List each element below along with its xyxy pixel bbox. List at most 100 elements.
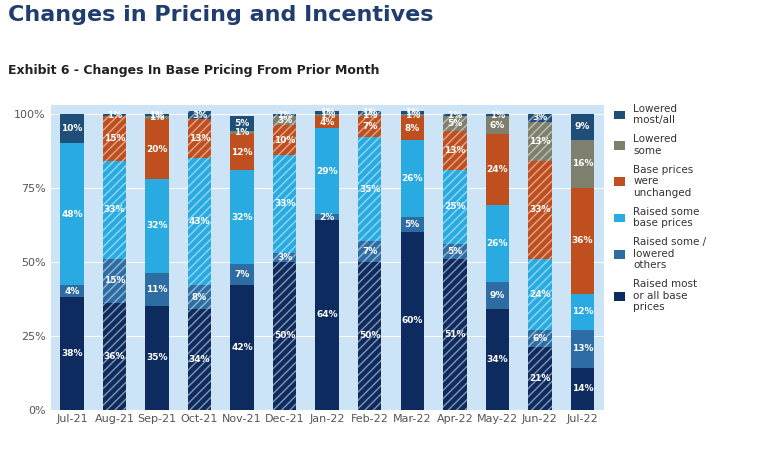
Text: 6%: 6% [532, 334, 548, 343]
Bar [400, 232, 424, 410]
Text: 33%: 33% [104, 205, 125, 214]
Text: 26%: 26% [487, 239, 508, 248]
Text: 42%: 42% [231, 343, 253, 352]
Bar [571, 329, 594, 368]
Text: 1%: 1% [150, 113, 164, 122]
Text: 24%: 24% [487, 165, 508, 174]
Text: 15%: 15% [104, 134, 125, 143]
Bar [443, 258, 467, 410]
Text: 3%: 3% [277, 116, 292, 126]
Text: 13%: 13% [572, 344, 593, 354]
Text: 60%: 60% [402, 316, 423, 325]
Bar [146, 306, 169, 410]
Bar [528, 258, 552, 329]
Text: 3%: 3% [192, 111, 207, 120]
Bar [485, 116, 509, 134]
Bar [528, 161, 552, 258]
Bar [188, 285, 211, 309]
Bar [103, 116, 126, 161]
Bar [528, 122, 552, 161]
Bar [188, 120, 211, 158]
Bar [231, 116, 254, 131]
Bar [231, 131, 254, 134]
Text: 5%: 5% [447, 247, 463, 256]
Bar [358, 241, 382, 262]
Bar [188, 111, 211, 120]
Bar [571, 140, 594, 187]
Bar [188, 158, 211, 285]
Text: 36%: 36% [572, 236, 593, 245]
Bar [188, 309, 211, 410]
Text: 1%: 1% [319, 107, 335, 116]
Bar [528, 122, 552, 161]
Text: 20%: 20% [146, 145, 167, 153]
Bar [103, 116, 126, 161]
Bar [443, 258, 467, 410]
Bar [443, 116, 467, 131]
Bar [485, 205, 509, 282]
Bar [60, 114, 83, 143]
Text: Changes in Pricing and Incentives: Changes in Pricing and Incentives [8, 5, 433, 25]
Bar [400, 114, 424, 116]
Bar [528, 347, 552, 410]
Bar [358, 137, 382, 241]
Bar [103, 161, 126, 258]
Bar [273, 253, 296, 262]
Bar [358, 262, 382, 410]
Text: 35%: 35% [146, 353, 167, 362]
Text: 34%: 34% [189, 355, 210, 364]
Bar [358, 262, 382, 410]
Bar [443, 170, 467, 244]
Bar [528, 329, 552, 347]
Text: 13%: 13% [444, 146, 466, 155]
Text: Exhibit 6 - Changes In Base Pricing From Prior Month: Exhibit 6 - Changes In Base Pricing From… [8, 64, 379, 77]
Text: 9%: 9% [490, 291, 505, 300]
Bar [60, 143, 83, 285]
Bar [485, 309, 509, 410]
Text: 50%: 50% [274, 331, 295, 340]
Text: 4%: 4% [319, 118, 335, 127]
Bar [485, 282, 509, 309]
Bar [358, 137, 382, 241]
Bar [231, 134, 254, 170]
Text: 2%: 2% [319, 212, 335, 222]
Bar [358, 116, 382, 137]
Bar [315, 128, 339, 214]
Bar [231, 285, 254, 410]
Text: 1%: 1% [490, 111, 505, 120]
Bar [443, 170, 467, 244]
Bar [273, 126, 296, 155]
Text: 1%: 1% [277, 111, 292, 120]
Bar [358, 116, 382, 137]
Text: 21%: 21% [529, 374, 551, 383]
Bar [103, 303, 126, 410]
Text: 5%: 5% [404, 220, 420, 229]
Bar [443, 116, 467, 131]
Text: 1%: 1% [150, 111, 164, 120]
Bar [400, 116, 424, 140]
Bar [60, 285, 83, 297]
Bar [358, 111, 382, 114]
Bar [188, 309, 211, 410]
Text: 1%: 1% [362, 107, 377, 116]
Text: 1%: 1% [319, 111, 335, 120]
Text: 7%: 7% [362, 247, 377, 256]
Text: 38%: 38% [62, 349, 83, 358]
Bar [443, 244, 467, 258]
Text: 43%: 43% [189, 217, 210, 226]
Text: 10%: 10% [274, 136, 295, 145]
Text: 32%: 32% [146, 222, 167, 231]
Bar [571, 187, 594, 294]
Bar [273, 253, 296, 262]
Bar [188, 111, 211, 120]
Bar [400, 217, 424, 232]
Bar [528, 114, 552, 122]
Bar [528, 258, 552, 329]
Bar [273, 114, 296, 116]
Text: 29%: 29% [316, 167, 338, 176]
Bar [273, 262, 296, 410]
Text: 48%: 48% [61, 210, 83, 219]
Text: 14%: 14% [572, 384, 594, 393]
Text: 3%: 3% [277, 253, 292, 262]
Text: 24%: 24% [529, 289, 551, 298]
